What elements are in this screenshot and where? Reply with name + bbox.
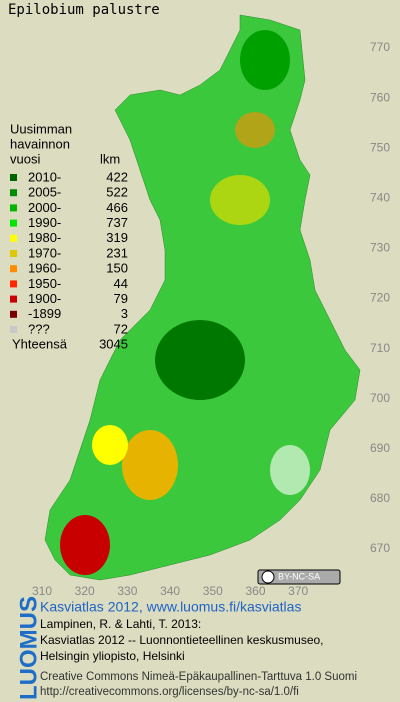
region-shade bbox=[155, 320, 245, 400]
legend-label: 2000- bbox=[28, 200, 61, 215]
legend-swatch bbox=[10, 174, 17, 181]
legend-label: -1899 bbox=[28, 306, 61, 321]
credits-link: Kasviatlas 2012, www.luomus.fi/kasviatla… bbox=[40, 599, 301, 615]
legend-label: 1990- bbox=[28, 215, 61, 230]
cc-icon bbox=[261, 570, 275, 584]
region-shade bbox=[92, 425, 128, 465]
y-tick-label: 720 bbox=[370, 291, 390, 305]
legend-swatch bbox=[10, 204, 17, 212]
legend-count: 422 bbox=[106, 169, 128, 184]
legend-heading: havainnon bbox=[10, 136, 70, 151]
y-tick-label: 730 bbox=[370, 241, 390, 255]
legend-label: 2010- bbox=[28, 169, 61, 184]
legend-total: 3045 bbox=[99, 337, 128, 352]
badge-box bbox=[257, 569, 341, 585]
cc-badge: BY-NC-SA bbox=[257, 569, 341, 585]
legend-count: 72 bbox=[114, 321, 128, 336]
region-shade bbox=[210, 175, 270, 225]
x-tick-label: 310 bbox=[32, 584, 52, 598]
y-tick-label: 690 bbox=[370, 441, 390, 455]
legend-swatch bbox=[10, 234, 17, 242]
legend-count: 3 bbox=[121, 306, 128, 321]
legend-count: 466 bbox=[106, 200, 128, 215]
legend-total-label: Yhteensä bbox=[12, 337, 68, 352]
logo: LUOMUS bbox=[15, 596, 42, 700]
legend-swatch bbox=[10, 295, 17, 303]
credits-line: Helsingin yliopisto, Helsinki bbox=[40, 649, 185, 663]
legend-label: 1900- bbox=[28, 291, 61, 306]
x-tick-label: 340 bbox=[160, 584, 180, 598]
legend-count: 44 bbox=[114, 276, 128, 291]
y-tick-label: 700 bbox=[370, 391, 390, 405]
x-tick-label: 360 bbox=[245, 584, 265, 598]
license-line: Creative Commons Nimeä-Epäkaupallinen-Ta… bbox=[40, 671, 357, 683]
legend-count: 79 bbox=[114, 291, 128, 306]
y-tick-label: 760 bbox=[370, 90, 390, 104]
legend-count: 737 bbox=[106, 215, 128, 230]
title: Epilobium palustre bbox=[8, 2, 160, 18]
region-shade bbox=[122, 430, 178, 500]
legend-count: 231 bbox=[106, 245, 128, 260]
legend-label: 1950- bbox=[28, 276, 61, 291]
legend-label: 1960- bbox=[28, 261, 61, 276]
y-tick-label: 770 bbox=[370, 40, 390, 54]
y-tick-label: 670 bbox=[370, 541, 390, 555]
x-tick-label: 330 bbox=[117, 584, 137, 598]
legend-swatch bbox=[10, 250, 17, 257]
legend-label: 1970- bbox=[28, 245, 61, 260]
region-shade bbox=[60, 515, 110, 575]
y-tick-label: 680 bbox=[370, 491, 390, 505]
y-tick-label: 710 bbox=[370, 341, 390, 355]
legend-swatch bbox=[10, 219, 17, 227]
legend-label: ??? bbox=[28, 321, 50, 336]
x-tick-label: 370 bbox=[288, 584, 308, 598]
region-shade bbox=[235, 112, 275, 148]
legend-count: 319 bbox=[106, 230, 128, 245]
region-shade bbox=[270, 445, 310, 495]
legend-count: 522 bbox=[106, 185, 128, 200]
credits-line: Kasviatlas 2012 -- Luonnontieteellinen k… bbox=[40, 633, 324, 647]
legend: Uusimman havainnon vuosi lkm 2010- 422 200… bbox=[10, 121, 128, 352]
region-shade bbox=[240, 30, 290, 90]
legend-swatch bbox=[10, 265, 17, 273]
legend-heading: Uusimman bbox=[10, 121, 72, 136]
legend-label: 2005- bbox=[28, 185, 61, 200]
y-tick-label: 740 bbox=[370, 190, 390, 204]
legend-swatch bbox=[10, 310, 17, 318]
x-tick-label: 350 bbox=[203, 584, 223, 598]
license-line: http://creativecommons.org/licenses/by-n… bbox=[40, 686, 299, 698]
legend-swatch bbox=[10, 280, 17, 288]
legend-heading: vuosi bbox=[10, 151, 40, 166]
x-tick-label: 320 bbox=[75, 584, 95, 598]
legend-swatch bbox=[10, 326, 17, 333]
legend-count: 150 bbox=[106, 261, 128, 276]
finland-map bbox=[44, 14, 361, 581]
credits-line: Lampinen, R. & Lahti, T. 2013: bbox=[40, 617, 201, 631]
y-tick-label: 750 bbox=[370, 140, 390, 154]
legend-label: 1980- bbox=[28, 230, 61, 245]
legend-count-heading: lkm bbox=[100, 151, 120, 166]
legend-swatch bbox=[10, 189, 17, 197]
badge-text: BY-NC-SA bbox=[278, 571, 320, 581]
